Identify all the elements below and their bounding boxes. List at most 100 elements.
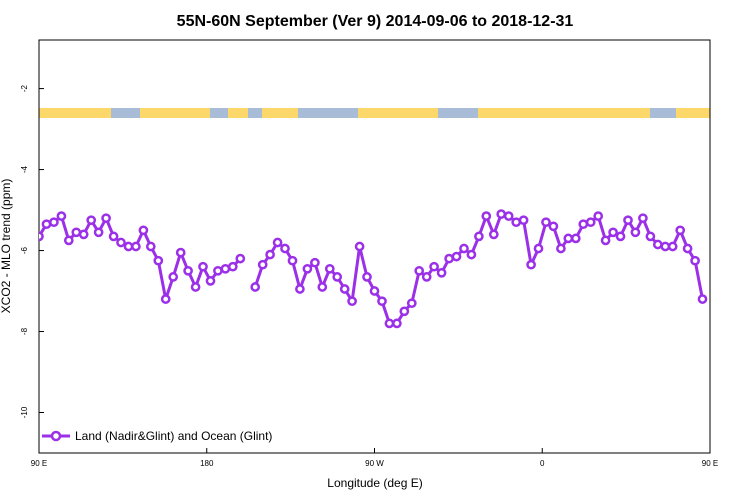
data-point: [362, 272, 372, 282]
data-point: [459, 243, 469, 254]
data-point: [667, 241, 678, 252]
data-point: [183, 265, 193, 276]
data-point: [116, 237, 126, 248]
data-point: [563, 233, 574, 244]
data-point: [310, 257, 320, 268]
land-segment: [140, 108, 210, 118]
data-point: [168, 272, 179, 282]
y-tick-label: -10: [20, 406, 29, 418]
data-point: [205, 276, 216, 286]
data-point: [615, 231, 626, 242]
data-point: [93, 227, 104, 238]
data-point: [354, 241, 365, 252]
data-point: [600, 235, 611, 246]
data-point: [101, 213, 111, 224]
data-point: [511, 217, 522, 228]
chart-title: 55N-60N September (Ver 9) 2014-09-06 to …: [177, 13, 574, 30]
data-point: [682, 243, 693, 254]
data-point: [697, 294, 708, 304]
data-point: [175, 247, 186, 258]
y-tick-label: -8: [20, 327, 29, 335]
data-point: [436, 267, 447, 278]
land-segment: [478, 108, 650, 118]
data-point: [63, 235, 74, 246]
data-point: [131, 241, 141, 252]
data-point: [578, 219, 589, 230]
data-point: [466, 249, 477, 260]
data-point: [78, 229, 89, 240]
land-segment: [676, 108, 710, 118]
data-point: [503, 211, 514, 221]
data-point: [138, 225, 149, 236]
data-point: [548, 221, 559, 232]
data-point: [377, 296, 387, 307]
data-point: [406, 298, 417, 309]
x-axis-label: Longitude (deg E): [327, 476, 422, 490]
y-tick-label: -4: [20, 165, 29, 173]
data-point: [272, 237, 283, 248]
data-point: [570, 233, 581, 244]
data-point: [280, 243, 290, 254]
data-point: [593, 211, 604, 221]
legend: Land (Nadir&Glint) and Ocean (Glint): [42, 429, 272, 443]
data-point: [41, 219, 52, 230]
data-point: [675, 225, 686, 236]
data-point: [332, 272, 343, 282]
legend-series-label: Land (Nadir&Glint) and Ocean (Glint): [75, 429, 272, 443]
data-point: [145, 241, 156, 252]
data-point: [392, 318, 402, 329]
data-point: [429, 261, 439, 272]
data-point: [49, 217, 59, 228]
data-point: [652, 239, 663, 250]
data-point: [488, 229, 499, 240]
data-point: [421, 272, 432, 282]
y-axis: -2 -4 -6 -8 -10: [20, 84, 44, 418]
data-point: [369, 286, 380, 296]
data-point: [265, 249, 275, 260]
y-tick-label: -2: [20, 84, 29, 92]
land-segment: [358, 108, 438, 118]
data-point: [585, 217, 596, 228]
data-point: [347, 296, 357, 307]
legend-marker-swatch: [50, 430, 62, 442]
x-tick-label: 0: [540, 459, 545, 468]
data-point: [257, 259, 268, 270]
data-point: [235, 253, 246, 264]
data-point: [227, 261, 238, 272]
y-axis-label: XCO2 - MLO trend (ppm): [0, 179, 13, 314]
data-point: [533, 243, 544, 254]
series-line: [39, 214, 242, 301]
data-point: [250, 282, 261, 292]
data-point: [302, 263, 313, 274]
data-point: [645, 231, 656, 242]
data-point: [153, 255, 164, 266]
data-point: [220, 263, 231, 274]
data-point: [451, 251, 462, 262]
data-point: [295, 284, 305, 294]
data-point: [399, 306, 410, 317]
data-point: [526, 259, 536, 270]
data-point: [444, 253, 454, 264]
x-tick-label: 180: [200, 459, 214, 468]
data-point: [287, 255, 298, 266]
series-layer: [39, 209, 708, 329]
data-point: [556, 243, 566, 254]
data-point: [198, 261, 208, 272]
data-point: [39, 231, 44, 242]
data-point: [384, 318, 395, 329]
data-point: [71, 227, 82, 238]
data-point: [190, 282, 201, 292]
data-point: [496, 209, 507, 219]
data-point: [690, 255, 700, 266]
land-ocean-strip: [39, 108, 710, 118]
data-point: [56, 211, 67, 221]
data-point: [86, 215, 97, 226]
data-point: [339, 284, 350, 294]
land-segment: [39, 108, 111, 118]
data-point: [160, 294, 171, 304]
data-point: [518, 215, 529, 226]
data-point: [317, 282, 328, 292]
data-point: [324, 263, 335, 274]
data-point: [474, 231, 484, 242]
data-point: [608, 227, 618, 238]
